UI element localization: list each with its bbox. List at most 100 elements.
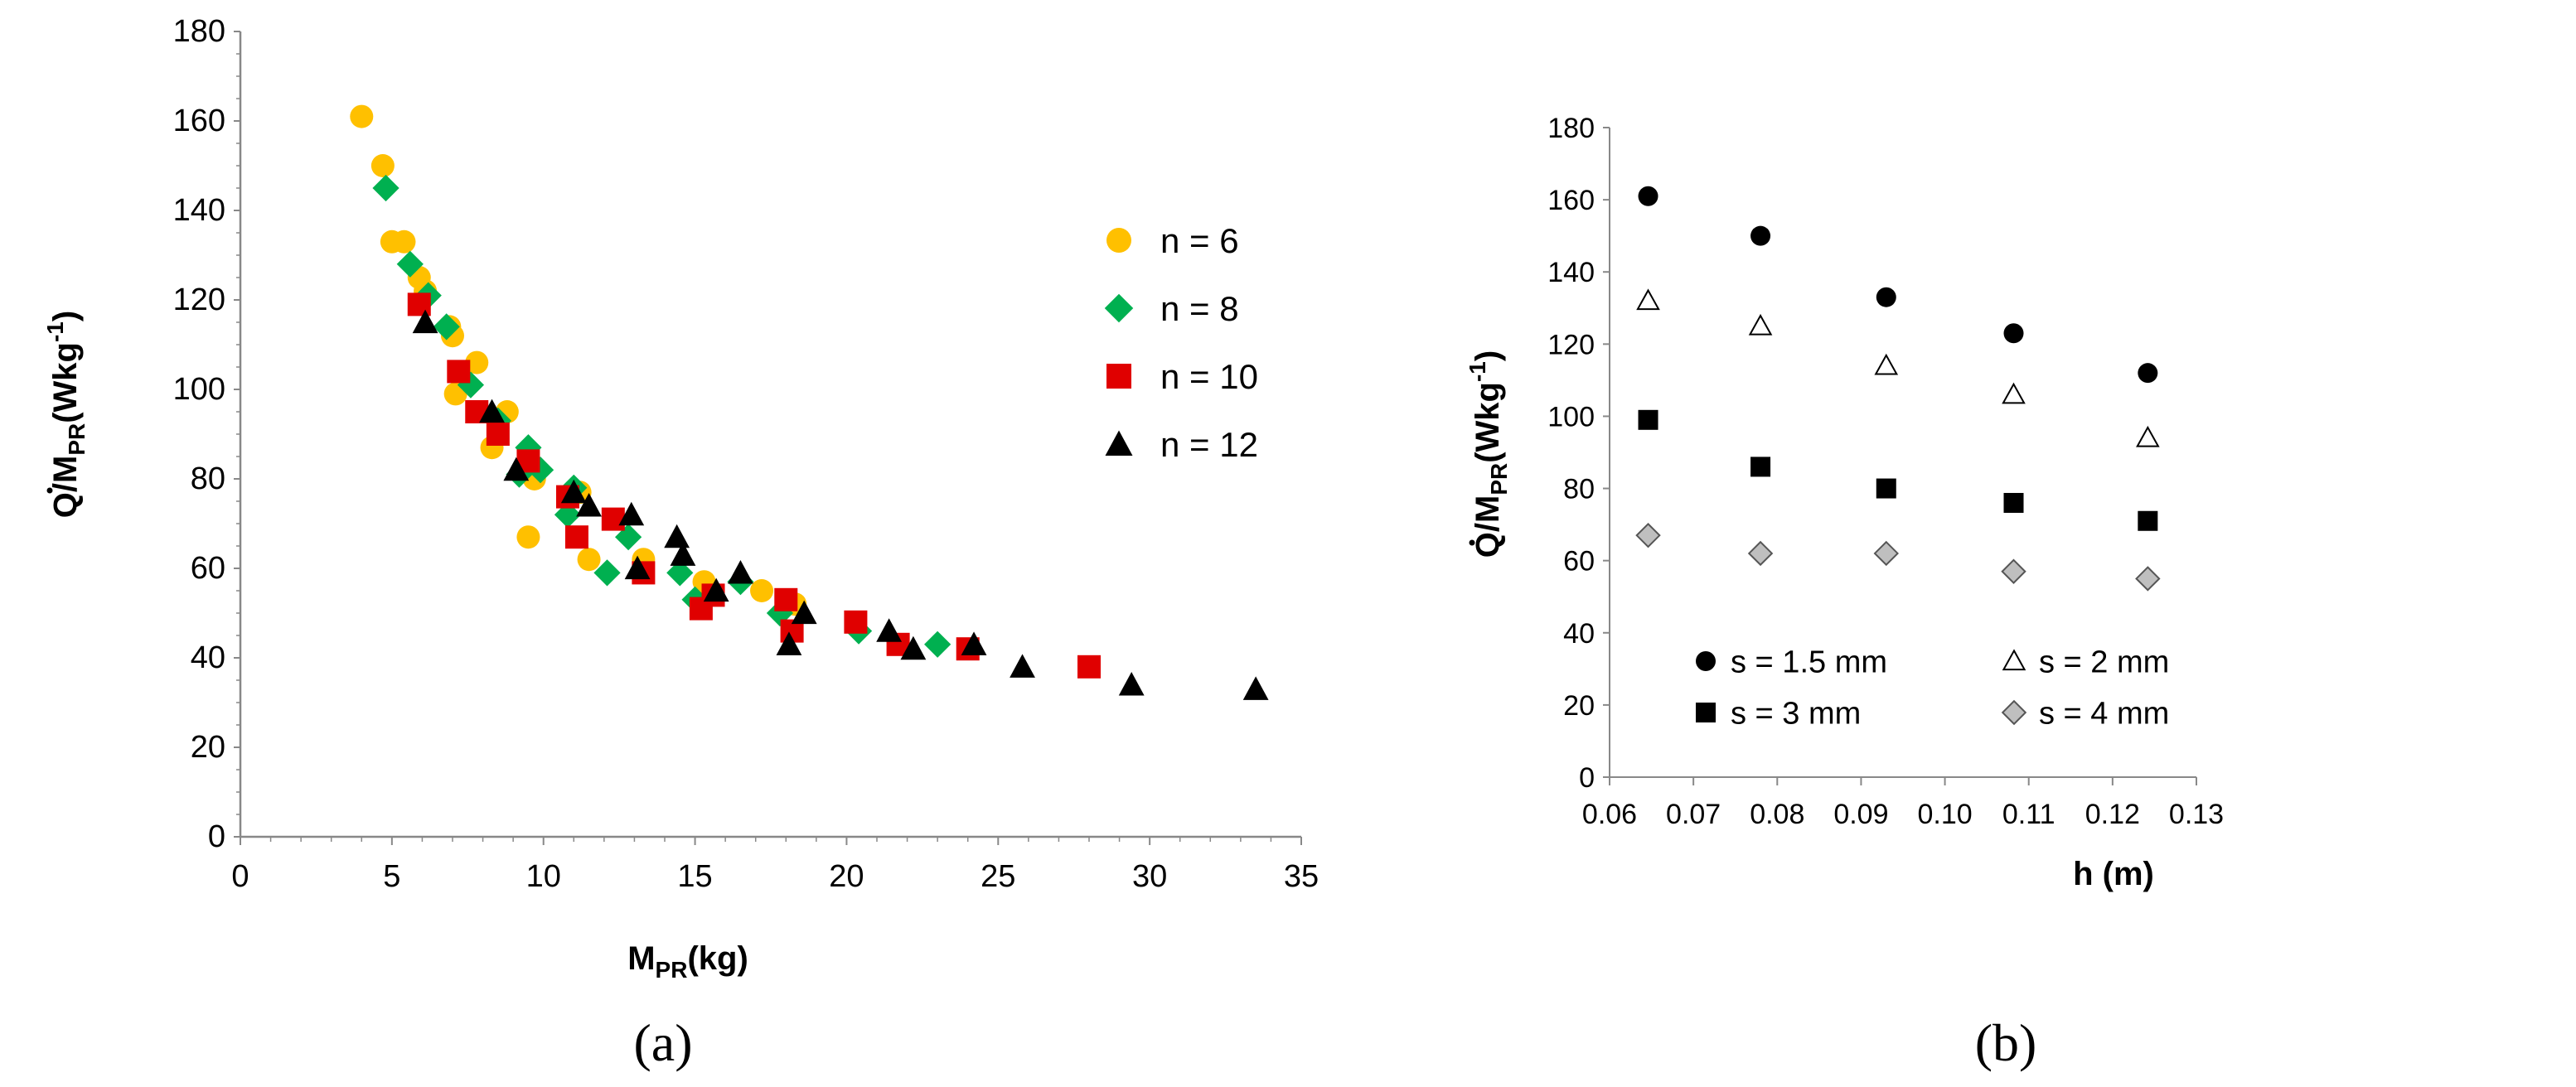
y-tick-label: 40: [191, 640, 225, 675]
chart-b-axes: [1609, 128, 2196, 778]
data-point-diamond: [433, 313, 460, 341]
legend-marker-square: [1696, 703, 1716, 722]
legend-label: s = 3 mm: [1731, 697, 1861, 732]
data-point-square: [1750, 457, 1771, 477]
data-point-diamond: [372, 174, 399, 202]
data-point-circle: [2003, 323, 2024, 344]
data-point-triangle: [900, 635, 927, 660]
legend-label: n = 8: [1160, 289, 1239, 328]
data-point-triangle: [1118, 672, 1145, 696]
data-point-triangle: [624, 555, 651, 580]
data-point-triangle: [670, 542, 696, 566]
chart-a-axes: [239, 31, 1301, 838]
x-tick-label: 0.13: [2169, 799, 2224, 830]
data-point-diamond: [1873, 540, 1899, 567]
chart-b-ticks: 0 20 40 60 80 100 120 140 160 180 0.06 0.07 0.08 0.09…: [1547, 113, 2224, 830]
y-tick-label: 100: [1547, 401, 1595, 432]
chart-a-x-axis-label: MPR(kg): [627, 940, 748, 983]
y-tick-label: 140: [1547, 257, 1595, 288]
data-point-circle: [2138, 363, 2158, 384]
data-point-square: [2003, 492, 2024, 513]
y-tick-label: 20: [1563, 690, 1595, 722]
chart-b-y-label-dot: [1469, 539, 1475, 546]
data-point-diamond: [924, 630, 951, 658]
x-tick-label: 0.07: [1666, 799, 1721, 830]
data-point-square: [447, 360, 471, 384]
data-point-triangle: [412, 309, 438, 334]
y-tick-label: 80: [1563, 474, 1595, 505]
x-tick-label: 0: [231, 859, 249, 894]
data-point-triangle-open: [2002, 382, 2026, 404]
legend-marker-triangle-open: [2002, 649, 2026, 671]
y-tick-label: 120: [173, 283, 225, 317]
chart-a-legend: n = 6 n = 8 n = 10 n = 12: [1104, 221, 1258, 464]
y-tick-label: 60: [191, 551, 225, 586]
data-point-triangle: [479, 399, 505, 423]
legend-label: n = 6: [1160, 221, 1239, 260]
data-point-triangle: [503, 457, 530, 481]
y-tick-label: 160: [1547, 185, 1595, 216]
data-point-triangle: [1242, 676, 1269, 700]
data-point-circle: [750, 579, 774, 602]
data-point-triangle: [791, 600, 817, 625]
data-point-circle: [1638, 186, 1658, 206]
data-point-triangle: [576, 493, 602, 517]
data-point-diamond: [593, 559, 621, 587]
legend-marker-triangle: [1105, 430, 1133, 457]
legend-marker-circle: [1696, 651, 1716, 671]
y-tick-label: 100: [173, 372, 225, 407]
data-point-square: [1638, 409, 1658, 430]
chart-b-legend: s = 1.5 mm s = 2 mm s = 3 mm s = 4 mm: [1696, 645, 2169, 732]
x-tick-label: 0.12: [2085, 799, 2140, 830]
data-point-triangle: [618, 501, 645, 526]
y-tick-label: 0: [1579, 762, 1595, 794]
y-tick-label: 180: [173, 14, 225, 49]
data-point-square: [774, 587, 798, 611]
data-point-diamond: [526, 457, 554, 484]
data-point-circle: [1876, 287, 1896, 307]
chart-b-caption: (b): [1975, 1013, 2037, 1072]
data-point-square: [1077, 655, 1101, 679]
data-point-circle: [350, 104, 374, 128]
y-tick-label: 80: [191, 461, 225, 496]
data-point-diamond: [666, 559, 694, 587]
data-point-circle: [392, 229, 416, 254]
legend-marker-circle: [1106, 228, 1131, 253]
legend-marker-square: [1106, 364, 1131, 389]
x-tick-label: 0.08: [1750, 799, 1804, 830]
data-point-square: [407, 292, 431, 316]
legend-label: s = 1.5 mm: [1731, 645, 1887, 680]
data-point-diamond: [2135, 566, 2161, 592]
y-tick-label: 0: [208, 819, 225, 854]
x-tick-label: 0.09: [1833, 799, 1888, 830]
data-point-circle: [370, 154, 395, 177]
data-point-triangle-open: [1874, 353, 1899, 375]
y-tick-label: 120: [1547, 329, 1595, 360]
chart-b-y-axis-label: Q/MPR(Wkg-1): [1465, 350, 1512, 558]
y-tick-label: 180: [1547, 113, 1595, 144]
chart-a-y-label-dot: [46, 487, 53, 494]
data-point-triangle-open: [1748, 313, 1773, 336]
data-point-triangle: [961, 631, 987, 655]
data-point-triangle: [1010, 654, 1035, 678]
legend-label: n = 10: [1160, 357, 1258, 396]
legend-label: s = 4 mm: [2039, 697, 2169, 732]
data-point-circle: [577, 548, 601, 572]
data-point-triangle: [728, 560, 753, 584]
x-tick-label: 5: [383, 859, 400, 894]
y-tick-label: 60: [1563, 546, 1595, 577]
x-tick-label: 10: [526, 859, 561, 894]
data-point-square: [486, 423, 510, 446]
data-point-circle: [1750, 225, 1771, 246]
data-point-square: [844, 610, 868, 634]
chart-a: 0 20 40 60 80 100 120 140 160 180 0 5 10 15 20 25 30 35 n…: [42, 14, 1319, 1072]
x-tick-label: 30: [1132, 859, 1167, 894]
data-point-triangle: [703, 577, 729, 602]
chart-b-points: [1635, 186, 2161, 592]
data-point-diamond: [396, 250, 424, 278]
y-tick-label: 20: [191, 730, 225, 765]
x-tick-label: 35: [1284, 859, 1319, 894]
data-point-diamond: [615, 524, 642, 551]
chart-a-caption: (a): [633, 1013, 692, 1072]
x-tick-label: 15: [677, 859, 712, 894]
